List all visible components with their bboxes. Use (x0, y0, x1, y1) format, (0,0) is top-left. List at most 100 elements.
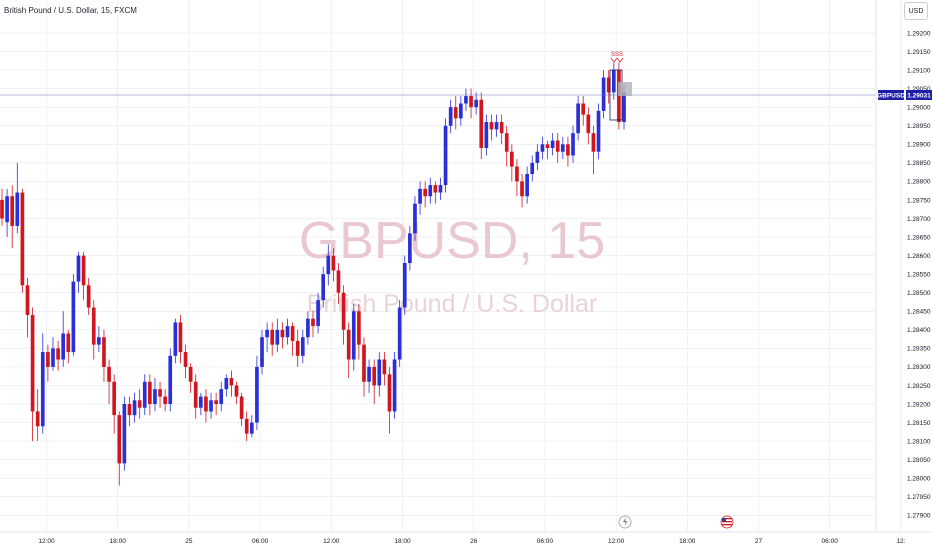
candle (397, 300, 402, 367)
candle-body (377, 359, 382, 386)
candle (0, 188, 4, 226)
candle (209, 392, 213, 419)
candle-body (560, 144, 565, 152)
candle-body (199, 396, 203, 408)
candle (362, 337, 366, 397)
candle-body (311, 318, 315, 327)
candle-body (581, 103, 586, 115)
candle (611, 62, 616, 100)
candle-body (367, 366, 371, 382)
candle (30, 307, 35, 442)
candle-body (265, 329, 269, 338)
candle (193, 374, 198, 419)
candle (102, 329, 106, 382)
candle (489, 114, 494, 141)
price-tick-label: 1.28300 (907, 364, 931, 371)
time-tick-label: 25 (185, 538, 193, 545)
candle-body (229, 378, 234, 386)
candle (494, 114, 499, 137)
candle-body (321, 274, 326, 301)
candle (499, 114, 504, 145)
candle (56, 340, 60, 371)
candle (132, 392, 137, 423)
candle-body (117, 415, 122, 464)
candle (413, 196, 417, 241)
candle-body (178, 322, 183, 353)
candle-body (606, 77, 611, 93)
time-axis[interactable]: 12:00 18:00 25 06:00 12:00 18:00 26 06:00 12:00 1… (38, 538, 905, 545)
candle-body (433, 185, 438, 193)
candle-body (423, 188, 427, 197)
candle-body (545, 144, 550, 149)
candle (464, 88, 468, 111)
watermark-description: British Pound / U.S. Dollar (307, 290, 597, 318)
candle (377, 352, 382, 397)
candle-body (163, 396, 167, 404)
candle-body (122, 404, 127, 464)
price-tick-label: 1.28550 (907, 271, 931, 278)
candle-body (453, 107, 458, 119)
candle (163, 389, 167, 412)
candle (372, 359, 377, 404)
candle (367, 359, 371, 393)
candle-body (173, 322, 178, 356)
price-tick-label: 1.28250 (907, 383, 931, 390)
candle (239, 392, 244, 427)
candle-body (249, 422, 254, 434)
candle-body (601, 77, 606, 111)
time-tick-label: 12:00 (323, 538, 340, 545)
candle (158, 381, 162, 408)
chart-title: British Pound / U.S. Dollar, 15, FXCM (4, 6, 137, 15)
candle (321, 266, 326, 308)
candle (295, 329, 300, 367)
candle (112, 374, 116, 434)
candle (260, 329, 264, 375)
candle (25, 277, 30, 338)
us-flag-icon[interactable] (720, 515, 734, 529)
candle-body (397, 307, 402, 360)
candle (560, 136, 565, 160)
candle-body (469, 96, 473, 108)
candles (0, 62, 626, 486)
price-tick-label: 1.28800 (907, 179, 931, 186)
candle (219, 381, 224, 412)
candle-body (20, 192, 25, 286)
candle (336, 263, 341, 304)
candle (229, 370, 234, 397)
currency-button[interactable]: USD (904, 2, 928, 20)
candle (255, 355, 259, 430)
candle (382, 352, 387, 386)
candle (351, 303, 356, 371)
candle-body (479, 99, 484, 149)
candle-body (520, 181, 524, 197)
candle-body (193, 381, 198, 408)
candle (571, 125, 575, 163)
candle-body (183, 352, 188, 367)
grid (0, 0, 902, 532)
candle (148, 374, 152, 416)
time-tick-label: 12:00 (38, 538, 55, 545)
candle-body (408, 233, 412, 264)
candle-body (448, 107, 453, 126)
candle-body (300, 337, 305, 356)
price-tick-label: 1.27900 (907, 513, 931, 520)
price-axis[interactable]: 1.29200 1.29150 1.29100 1.29050 1.29000 1.289… (907, 30, 931, 519)
price-tick-label: 1.28400 (907, 327, 931, 334)
candle (525, 166, 529, 204)
marker-arrows (610, 57, 624, 63)
candle-body (91, 307, 96, 345)
candle-body (61, 333, 66, 360)
candle (387, 366, 392, 434)
candle-body (346, 329, 351, 360)
candle-body (459, 103, 463, 119)
candle-body (331, 255, 336, 271)
candle (540, 136, 545, 160)
lightning-icon[interactable] (618, 515, 632, 529)
time-tick-label: 12:00 (608, 538, 625, 545)
candle (408, 225, 412, 271)
candle (326, 244, 331, 286)
candle-body (56, 348, 60, 360)
candle-body (535, 151, 540, 163)
